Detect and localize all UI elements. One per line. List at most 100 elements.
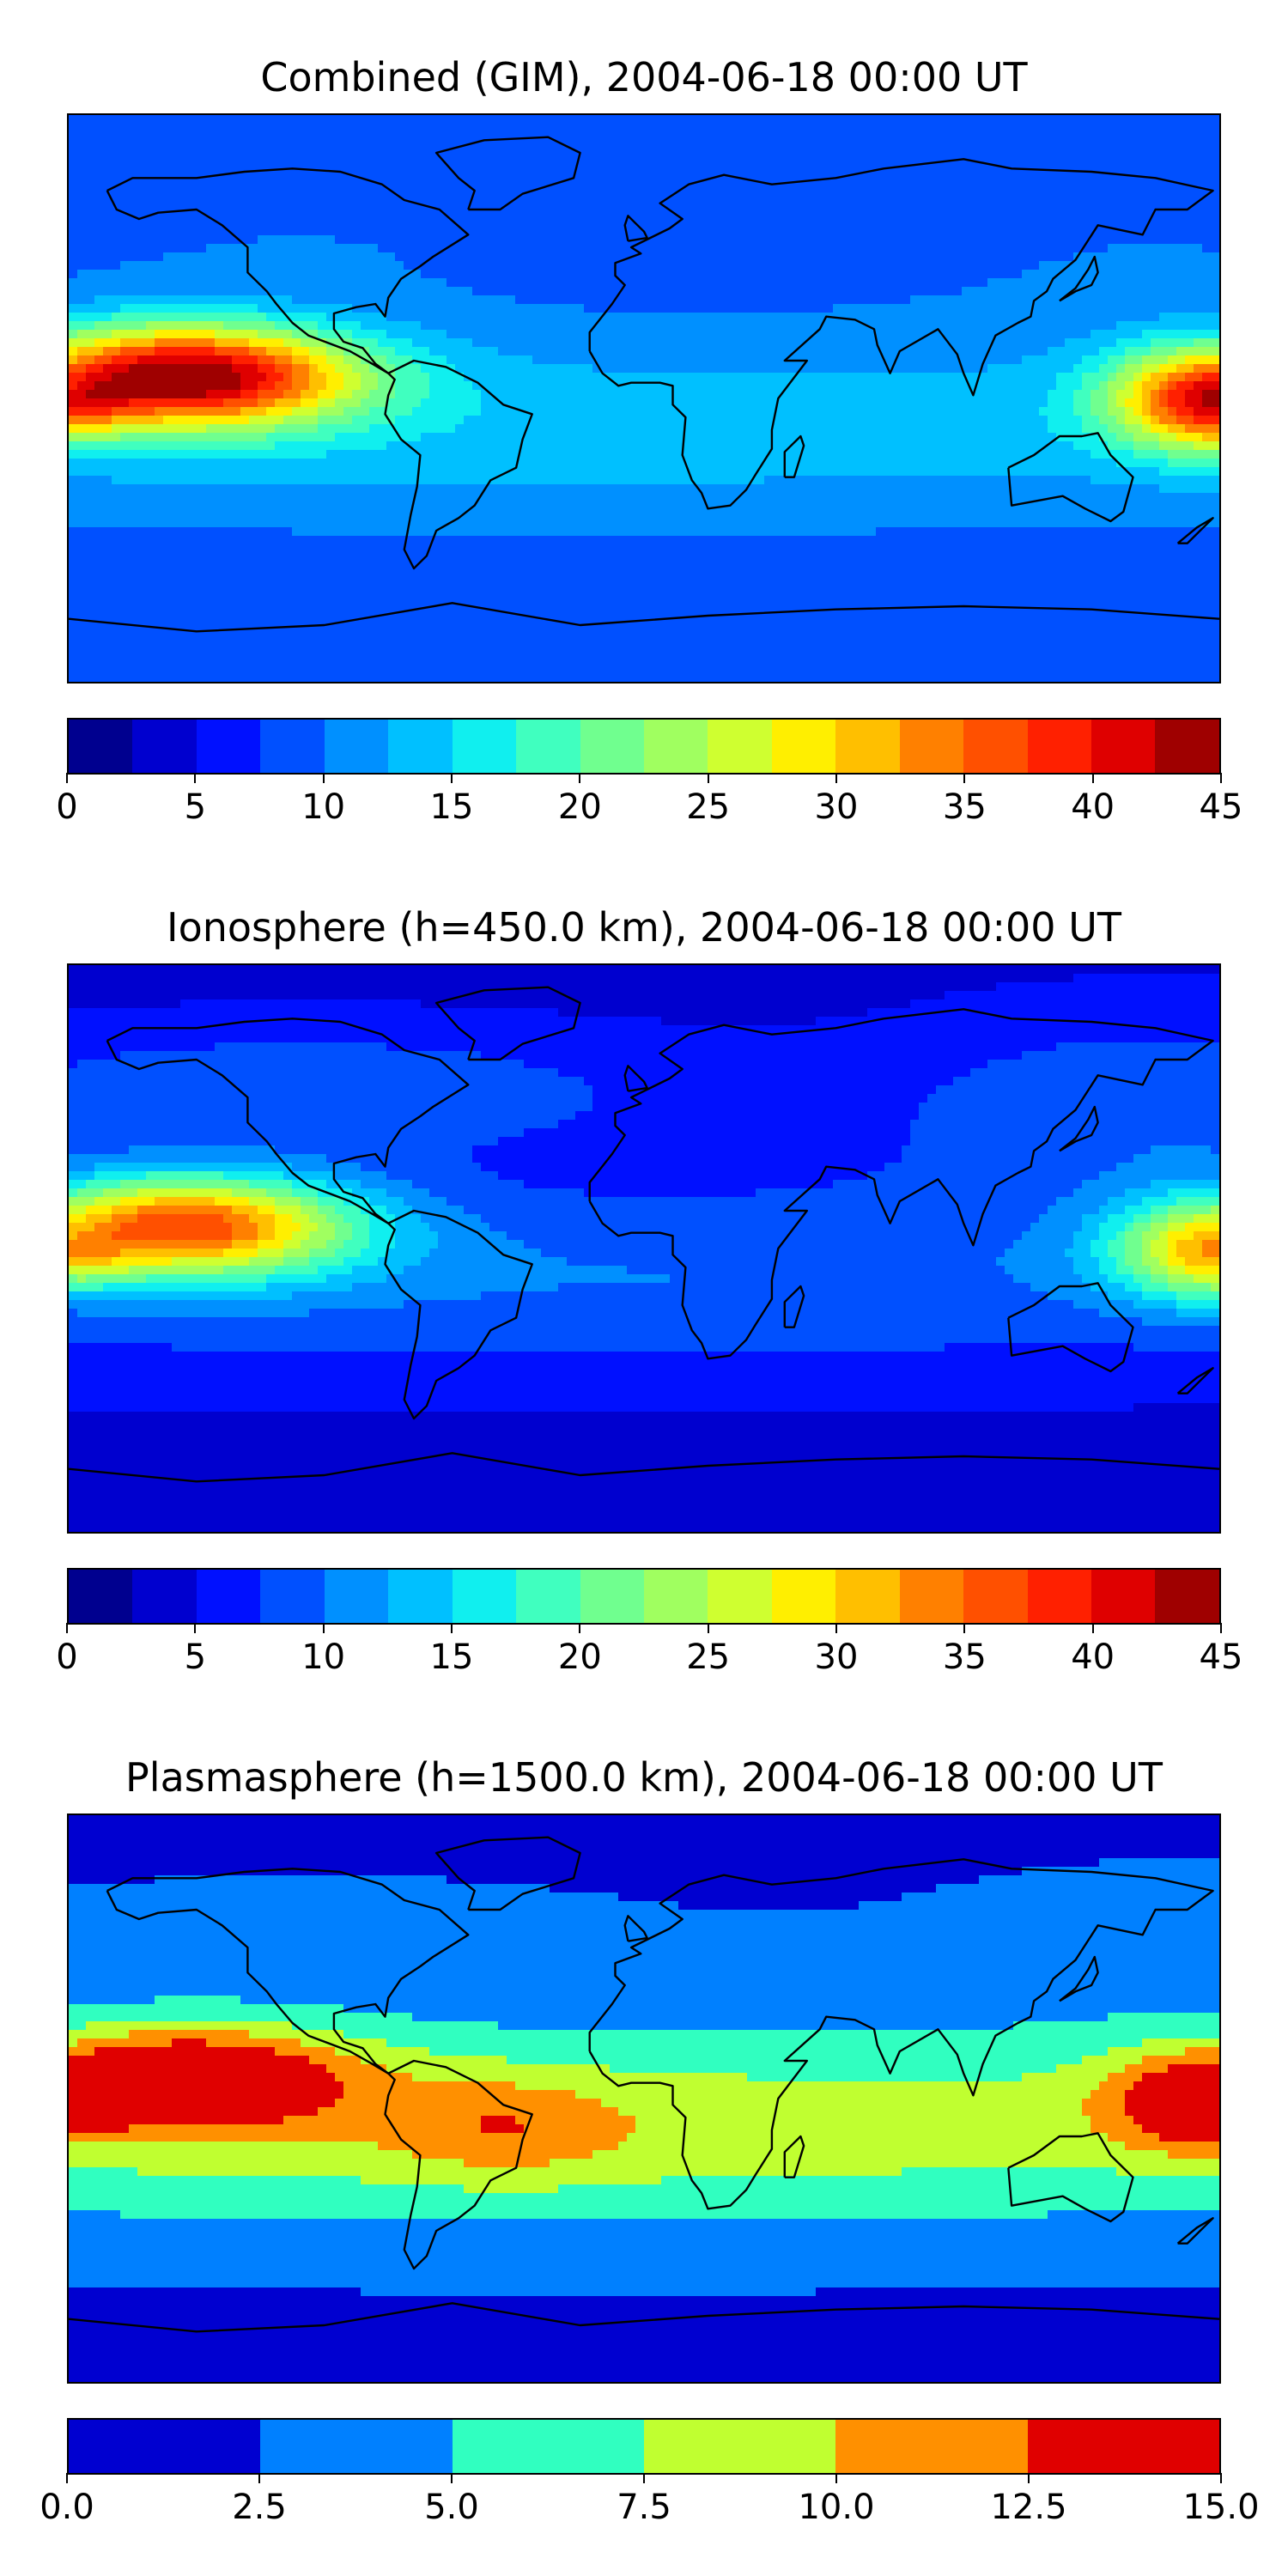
coastline-australia: [1007, 2132, 1134, 2223]
colorbar-segment: [69, 1570, 133, 1623]
map-canvas: [69, 1815, 1219, 2382]
colorbar-tick-label: 45: [1152, 788, 1288, 826]
colorbar-tick-label: 5: [126, 788, 264, 826]
colorbar-segment: [196, 720, 261, 773]
colorbar-segment: [1027, 2420, 1219, 2473]
coastline-north-america: [106, 1868, 470, 2075]
coastline-new-zealand: [1176, 2217, 1214, 2245]
colorbar-segment: [1091, 1570, 1156, 1623]
coastline-south-america: [384, 2059, 533, 2270]
colorbar-tick-label: 0: [0, 788, 136, 826]
colorbar: [67, 2418, 1221, 2475]
colorbar-segment: [835, 1570, 900, 1623]
map-title: Combined (GIM), 2004-06-18 00:00 UT: [0, 55, 1288, 100]
coastline-antarctica-edge: [69, 2302, 1219, 2333]
colorbar-segment: [771, 720, 836, 773]
colorbar-tick-label: 45: [1152, 1638, 1288, 1676]
colorbar-segment: [580, 1570, 644, 1623]
colorbar-segment: [260, 720, 325, 773]
colorbar-tick-label: 0.0: [0, 2488, 136, 2526]
coastline-africa-eurasia: [588, 158, 1214, 510]
colorbar-segment: [324, 1570, 389, 1623]
colorbar: [67, 718, 1221, 775]
colorbar-segment: [452, 720, 517, 773]
colorbar-segment: [643, 2420, 836, 2473]
colorbar-segment: [643, 720, 708, 773]
colorbar-segment: [771, 1570, 836, 1623]
colorbar-tick-label: 15: [383, 1638, 520, 1676]
colorbar-segment: [260, 1570, 325, 1623]
coastline-new-zealand: [1176, 517, 1214, 544]
colorbar-tick-label: 10: [255, 1638, 392, 1676]
tec-map-plasmasphere: [67, 1814, 1221, 2384]
colorbar-tick-label: 40: [1024, 788, 1162, 826]
colorbar-tick-label: 5.0: [383, 2488, 520, 2526]
colorbar-tick-label: 5: [126, 1638, 264, 1676]
colorbar-tick-label: 7.5: [575, 2488, 713, 2526]
coastline-greenland: [434, 1836, 581, 1911]
colorbar-segment: [580, 720, 644, 773]
colorbar-segment: [196, 1570, 261, 1623]
colorbar-segment: [835, 2420, 1028, 2473]
colorbar-segment: [708, 720, 772, 773]
colorbar-tick-label: 10.0: [768, 2488, 905, 2526]
map-panel-combined: Combined (GIM), 2004-06-18 00:00 UT 0 5 10…: [0, 0, 1288, 859]
colorbar-segment: [1155, 720, 1219, 773]
colorbar-segment: [1091, 720, 1156, 773]
colorbar-segment: [324, 720, 389, 773]
colorbar-segment: [132, 1570, 197, 1623]
colorbar-segment: [516, 1570, 580, 1623]
coastline-madagascar: [783, 2135, 805, 2178]
colorbar-tick-label: 20: [511, 1638, 648, 1676]
colorbar-segment: [899, 1570, 964, 1623]
coastline-uk: [623, 215, 648, 242]
colorbar-segment: [260, 2420, 453, 2473]
coastline-australia: [1007, 1282, 1134, 1373]
colorbar: [67, 1568, 1221, 1625]
tec-map-ionosphere: [67, 963, 1221, 1534]
colorbar-segment: [69, 2420, 261, 2473]
colorbar-segment: [516, 720, 580, 773]
coastline-antarctica-edge: [69, 1452, 1219, 1483]
map-panel-ionosphere: Ionosphere (h=450.0 km), 2004-06-18 00:0…: [0, 905, 1288, 1676]
coastline-south-america: [384, 359, 533, 570]
colorbar-tick-label: 0: [0, 1638, 136, 1676]
colorbar-tick-label: 35: [896, 788, 1033, 826]
colorbar-tick-label: 30: [768, 788, 905, 826]
colorbar-tick-label: 15.0: [1152, 2488, 1288, 2526]
coastline-africa-eurasia: [588, 1008, 1214, 1360]
colorbar-segment: [1027, 720, 1091, 773]
colorbar-tick-label: 15: [383, 788, 520, 826]
colorbar-segment: [835, 720, 900, 773]
coastline-africa-eurasia: [588, 1858, 1214, 2210]
colorbar-tick-label: 25: [640, 788, 777, 826]
colorbar-segment: [452, 1570, 517, 1623]
colorbar-segment: [643, 1570, 708, 1623]
colorbar-segment: [899, 720, 964, 773]
colorbar-segment: [1155, 1570, 1219, 1623]
colorbar-segment: [1027, 1570, 1091, 1623]
coastline-greenland: [434, 136, 581, 211]
colorbar-segment: [708, 1570, 772, 1623]
colorbar-ticks: 0 5 10 15 20 25 30 35 40 45: [56, 773, 1242, 826]
map-canvas: [69, 115, 1219, 682]
colorbar-segment: [452, 2420, 644, 2473]
colorbar-segment: [963, 720, 1028, 773]
coastline-greenland: [434, 986, 581, 1061]
colorbar-ticks: 0.0 2.5 5.0 7.5 10.0 12.5 15.0: [39, 2473, 1260, 2526]
coastline-japan: [1059, 1955, 1099, 2002]
coastline-japan: [1059, 255, 1099, 302]
coastline-australia: [1007, 432, 1134, 523]
colorbar-tick-label: 40: [1024, 1638, 1162, 1676]
colorbar-tick-label: 20: [511, 788, 648, 826]
map-title: Ionosphere (h=450.0 km), 2004-06-18 00:0…: [0, 905, 1288, 950]
colorbar-tick-label: 35: [896, 1638, 1033, 1676]
coastline-uk: [623, 1065, 648, 1092]
colorbar-ticks: 0 5 10 15 20 25 30 35 40 45: [56, 1623, 1242, 1676]
colorbar-segment: [69, 720, 133, 773]
colorbar-segment: [963, 1570, 1028, 1623]
tec-map-combined: [67, 113, 1221, 683]
colorbar-tick-label: 2.5: [191, 2488, 328, 2526]
coastline-north-america: [106, 167, 470, 374]
coastline-japan: [1059, 1105, 1099, 1152]
